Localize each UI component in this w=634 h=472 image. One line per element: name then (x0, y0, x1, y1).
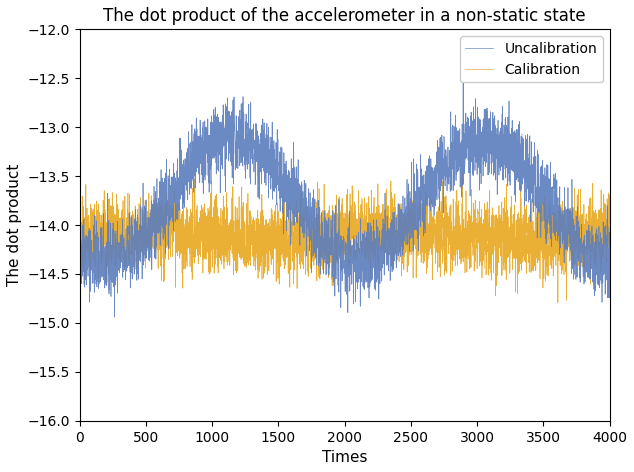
Uncalibration (110, 314, 118, 320)
Calibration (459, 170, 467, 176)
Y-axis label: The dot product: The dot product (7, 164, 22, 286)
Legend: Uncalibration, Calibration: Uncalibration, Calibration (460, 36, 602, 82)
Uncalibration (342, 272, 350, 278)
Calibration (76, 233, 84, 238)
Calibration (150, 213, 158, 219)
Uncalibration (76, 237, 84, 243)
Calibration (436, 224, 444, 230)
Uncalibration (605, 274, 613, 279)
Title: The dot product of the accelerometer in a non-static state: The dot product of the accelerometer in … (103, 7, 586, 25)
Uncalibration (307, 213, 315, 219)
Calibration (554, 300, 562, 305)
Calibration (307, 231, 315, 236)
Uncalibration (460, 76, 467, 81)
X-axis label: Times: Times (322, 450, 367, 465)
Calibration (301, 245, 309, 251)
Line: Uncalibration: Uncalibration (80, 78, 609, 317)
Calibration (605, 238, 613, 244)
Calibration (181, 252, 189, 258)
Uncalibration (436, 188, 444, 194)
Uncalibration (302, 194, 309, 199)
Uncalibration (151, 198, 158, 204)
Line: Calibration: Calibration (80, 173, 609, 303)
Uncalibration (181, 156, 189, 161)
Calibration (342, 211, 350, 217)
